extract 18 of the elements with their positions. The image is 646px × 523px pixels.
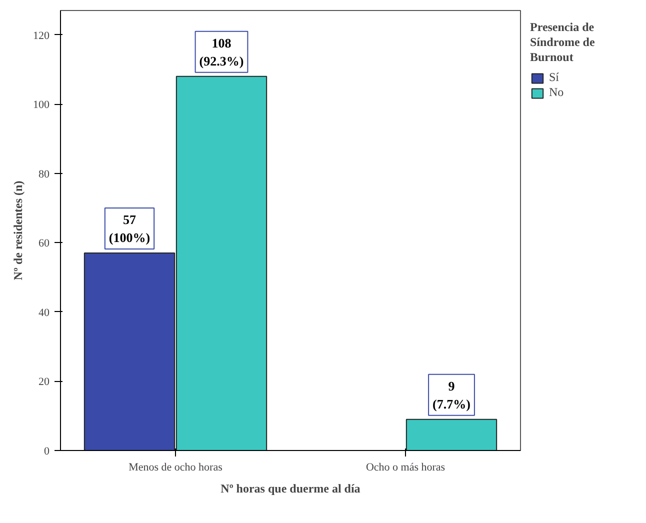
x-axis-title: Nº horas que duerme al día bbox=[220, 482, 360, 496]
data-label: 9 (7.7%) bbox=[432, 378, 470, 412]
x-tick-label: Ocho o más horas bbox=[366, 462, 446, 474]
data-label: 108 (92.3%) bbox=[199, 35, 244, 68]
y-tick-label: 20 bbox=[38, 376, 50, 388]
y-tick-label: 120 bbox=[33, 30, 50, 42]
y-axis-title: Nº de residentes (n) bbox=[11, 180, 25, 280]
y-tick-label: 40 bbox=[38, 306, 50, 319]
legend-label: No bbox=[549, 85, 565, 100]
y-tick-label: 0 bbox=[44, 446, 50, 458]
data-label: 57 (100%) bbox=[108, 212, 150, 246]
y-tick-label: 60 bbox=[38, 238, 50, 250]
y-tick-label: 100 bbox=[33, 99, 50, 112]
bar bbox=[406, 418, 498, 450]
y-tick-label: 80 bbox=[38, 168, 50, 180]
legend-title: Presencia de Síndrome de Burnout bbox=[530, 20, 595, 65]
x-tick-label: Menos de ocho horas bbox=[128, 462, 222, 474]
legend-label: Sí bbox=[549, 70, 560, 85]
